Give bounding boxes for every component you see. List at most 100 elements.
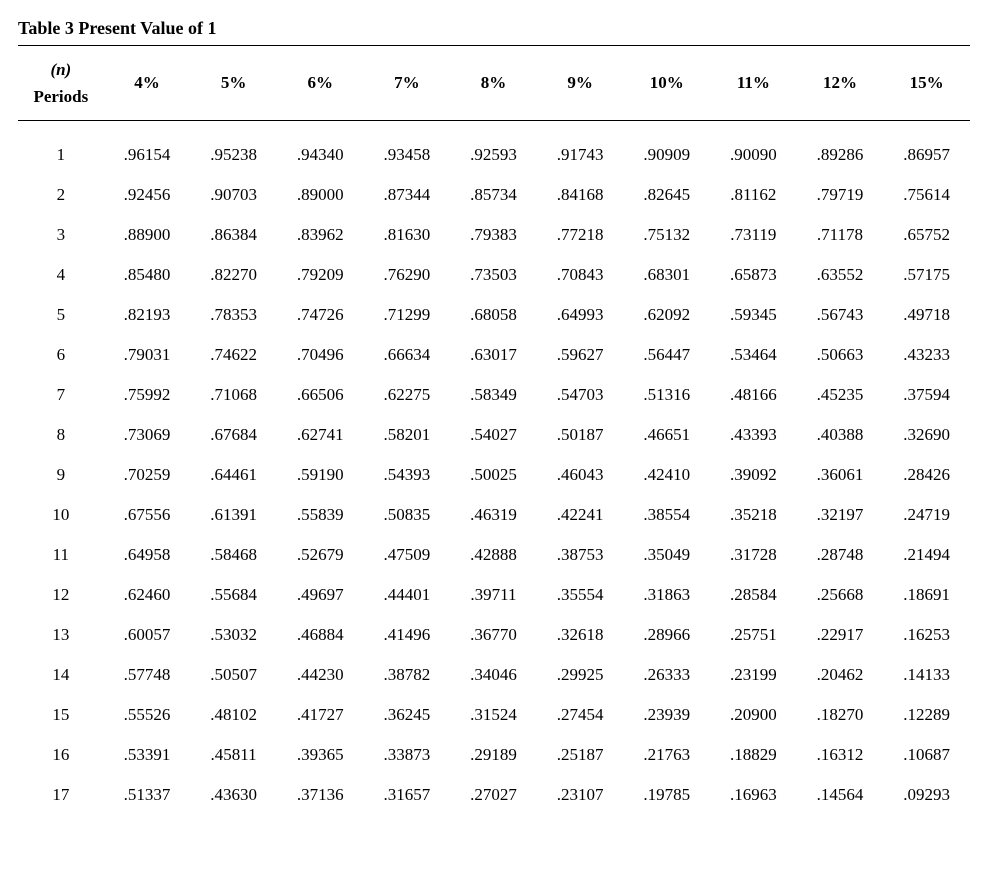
value-cell: .39365 bbox=[277, 735, 364, 775]
value-cell: .51337 bbox=[104, 775, 191, 815]
value-cell: .79383 bbox=[450, 215, 537, 255]
period-cell: 2 bbox=[18, 175, 104, 215]
value-cell: .28426 bbox=[883, 455, 970, 495]
value-cell: .93458 bbox=[364, 121, 451, 176]
value-cell: .74622 bbox=[190, 335, 277, 375]
value-cell: .53032 bbox=[190, 615, 277, 655]
table-row: 2.92456.90703.89000.87344.85734.84168.82… bbox=[18, 175, 970, 215]
value-cell: .21494 bbox=[883, 535, 970, 575]
value-cell: .59190 bbox=[277, 455, 364, 495]
value-cell: .75614 bbox=[883, 175, 970, 215]
value-cell: .29189 bbox=[450, 735, 537, 775]
table-row: 5.82193.78353.74726.71299.68058.64993.62… bbox=[18, 295, 970, 335]
value-cell: .46651 bbox=[623, 415, 710, 455]
periods-symbol: (n) bbox=[50, 60, 71, 79]
value-cell: .53464 bbox=[710, 335, 797, 375]
value-cell: .32618 bbox=[537, 615, 624, 655]
value-cell: .50025 bbox=[450, 455, 537, 495]
value-cell: .14564 bbox=[797, 775, 884, 815]
value-cell: .32690 bbox=[883, 415, 970, 455]
value-cell: .77218 bbox=[537, 215, 624, 255]
value-cell: .57175 bbox=[883, 255, 970, 295]
col-header-rate: 15% bbox=[883, 46, 970, 121]
col-header-rate: 10% bbox=[623, 46, 710, 121]
col-header-periods: (n) Periods bbox=[18, 46, 104, 121]
value-cell: .89286 bbox=[797, 121, 884, 176]
value-cell: .43233 bbox=[883, 335, 970, 375]
value-cell: .75992 bbox=[104, 375, 191, 415]
period-cell: 14 bbox=[18, 655, 104, 695]
value-cell: .12289 bbox=[883, 695, 970, 735]
value-cell: .29925 bbox=[537, 655, 624, 695]
value-cell: .60057 bbox=[104, 615, 191, 655]
value-cell: .63552 bbox=[797, 255, 884, 295]
value-cell: .33873 bbox=[364, 735, 451, 775]
period-cell: 9 bbox=[18, 455, 104, 495]
table-body: 1.96154.95238.94340.93458.92593.91743.90… bbox=[18, 121, 970, 816]
value-cell: .62741 bbox=[277, 415, 364, 455]
value-cell: .91743 bbox=[537, 121, 624, 176]
value-cell: .45811 bbox=[190, 735, 277, 775]
value-cell: .87344 bbox=[364, 175, 451, 215]
value-cell: .27454 bbox=[537, 695, 624, 735]
value-cell: .44230 bbox=[277, 655, 364, 695]
value-cell: .55684 bbox=[190, 575, 277, 615]
value-cell: .27027 bbox=[450, 775, 537, 815]
period-cell: 16 bbox=[18, 735, 104, 775]
period-cell: 15 bbox=[18, 695, 104, 735]
table-row: 6.79031.74622.70496.66634.63017.59627.56… bbox=[18, 335, 970, 375]
value-cell: .55526 bbox=[104, 695, 191, 735]
value-cell: .58201 bbox=[364, 415, 451, 455]
value-cell: .81630 bbox=[364, 215, 451, 255]
value-cell: .68301 bbox=[623, 255, 710, 295]
value-cell: .90909 bbox=[623, 121, 710, 176]
value-cell: .43393 bbox=[710, 415, 797, 455]
value-cell: .43630 bbox=[190, 775, 277, 815]
value-cell: .18691 bbox=[883, 575, 970, 615]
col-header-rate: 9% bbox=[537, 46, 624, 121]
period-cell: 3 bbox=[18, 215, 104, 255]
value-cell: .71068 bbox=[190, 375, 277, 415]
value-cell: .92593 bbox=[450, 121, 537, 176]
table-row: 15.55526.48102.41727.36245.31524.27454.2… bbox=[18, 695, 970, 735]
value-cell: .14133 bbox=[883, 655, 970, 695]
table-row: 13.60057.53032.46884.41496.36770.32618.2… bbox=[18, 615, 970, 655]
table-row: 17.51337.43630.37136.31657.27027.23107.1… bbox=[18, 775, 970, 815]
value-cell: .44401 bbox=[364, 575, 451, 615]
value-cell: .36770 bbox=[450, 615, 537, 655]
value-cell: .50187 bbox=[537, 415, 624, 455]
period-cell: 12 bbox=[18, 575, 104, 615]
value-cell: .59345 bbox=[710, 295, 797, 335]
value-cell: .81162 bbox=[710, 175, 797, 215]
value-cell: .24719 bbox=[883, 495, 970, 535]
value-cell: .46043 bbox=[537, 455, 624, 495]
period-cell: 13 bbox=[18, 615, 104, 655]
value-cell: .54027 bbox=[450, 415, 537, 455]
table-row: 1.96154.95238.94340.93458.92593.91743.90… bbox=[18, 121, 970, 176]
value-cell: .48102 bbox=[190, 695, 277, 735]
value-cell: .38782 bbox=[364, 655, 451, 695]
value-cell: .62275 bbox=[364, 375, 451, 415]
value-cell: .58349 bbox=[450, 375, 537, 415]
period-cell: 7 bbox=[18, 375, 104, 415]
col-header-rate: 6% bbox=[277, 46, 364, 121]
period-cell: 4 bbox=[18, 255, 104, 295]
table-row: 9.70259.64461.59190.54393.50025.46043.42… bbox=[18, 455, 970, 495]
value-cell: .37594 bbox=[883, 375, 970, 415]
value-cell: .47509 bbox=[364, 535, 451, 575]
value-cell: .16312 bbox=[797, 735, 884, 775]
value-cell: .67684 bbox=[190, 415, 277, 455]
value-cell: .66634 bbox=[364, 335, 451, 375]
value-cell: .28966 bbox=[623, 615, 710, 655]
value-cell: .09293 bbox=[883, 775, 970, 815]
value-cell: .31657 bbox=[364, 775, 451, 815]
value-cell: .71178 bbox=[797, 215, 884, 255]
period-cell: 5 bbox=[18, 295, 104, 335]
value-cell: .48166 bbox=[710, 375, 797, 415]
value-cell: .18829 bbox=[710, 735, 797, 775]
table-row: 14.57748.50507.44230.38782.34046.29925.2… bbox=[18, 655, 970, 695]
value-cell: .42241 bbox=[537, 495, 624, 535]
value-cell: .70259 bbox=[104, 455, 191, 495]
value-cell: .38554 bbox=[623, 495, 710, 535]
value-cell: .64993 bbox=[537, 295, 624, 335]
